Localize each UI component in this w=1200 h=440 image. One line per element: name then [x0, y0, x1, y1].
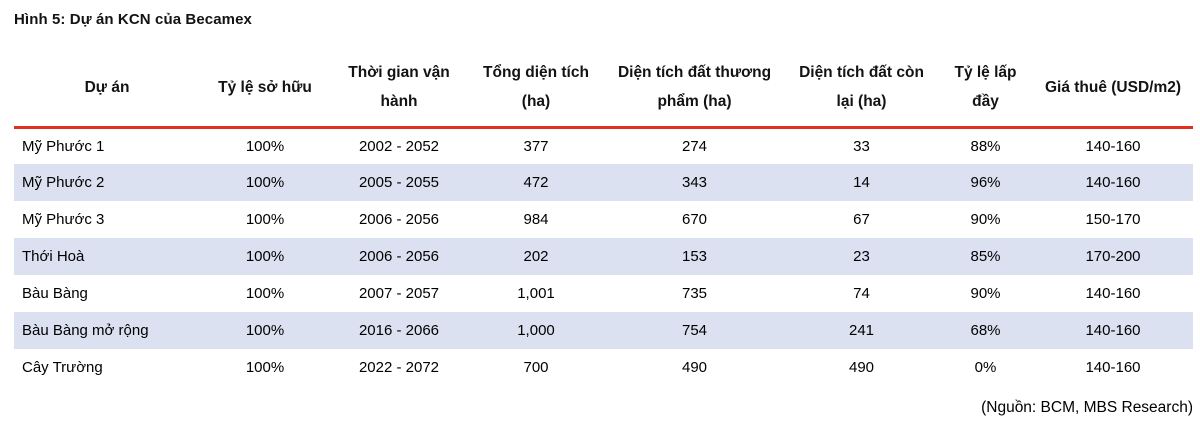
column-header-ownership: Tỷ lệ sở hữu [218, 78, 312, 96]
cell-total-area: 1,001 [517, 285, 555, 302]
cell-total-area: 472 [523, 174, 549, 191]
cell-occupancy-rate: 90% [970, 285, 1001, 302]
cell-rental-price: 170-200 [1085, 248, 1141, 265]
cell-total-area: 202 [523, 248, 549, 265]
cell-commercial-area: 670 [681, 211, 708, 228]
cell-operation-period: 2007 - 2057 [358, 285, 440, 302]
cell-project-name: Bàu Bàng [22, 285, 88, 302]
column-header-project: Dự án [84, 78, 130, 96]
cell-ownership: 100% [245, 285, 285, 302]
cell-commercial-area: 274 [681, 137, 708, 155]
cell-commercial-area: 153 [681, 248, 708, 265]
source-note: (Nguồn: BCM, MBS Research) [981, 399, 1193, 416]
cell-rental-price: 140-160 [1085, 174, 1141, 191]
cell-project-name: Cây Trường [22, 359, 103, 376]
cell-occupancy-rate: 0% [974, 359, 997, 376]
cell-rental-price: 150-170 [1085, 211, 1141, 228]
cell-occupancy-rate: 96% [970, 174, 1001, 191]
table-header: Dự án Tỷ lệ sở hữu Thời gian vận hành Tổ… [14, 55, 1193, 127]
cell-operation-period: 2016 - 2066 [358, 322, 440, 339]
header-row: Dự án Tỷ lệ sở hữu Thời gian vận hành Tổ… [14, 55, 1193, 127]
cell-remaining-area: 33 [853, 137, 870, 155]
table-row: Mỹ Phước 1 100% 2002 - 2052 377 274 33 8… [14, 127, 1193, 164]
cell-total-area: 700 [523, 359, 549, 376]
cell-ownership: 100% [245, 322, 285, 339]
cell-total-area: 984 [523, 211, 549, 228]
table-row: Bàu Bàng mở rộng 100% 2016 - 2066 1,000 … [14, 312, 1193, 349]
cell-remaining-area: 23 [853, 248, 870, 265]
cell-commercial-area: 343 [681, 174, 708, 191]
cell-operation-period: 2006 - 2056 [358, 211, 440, 228]
figure-title: Hình 5: Dự án KCN của Becamex [14, 11, 252, 28]
cell-rental-price: 140-160 [1085, 137, 1141, 155]
table-row: Bàu Bàng 100% 2007 - 2057 1,001 735 74 9… [14, 275, 1193, 312]
cell-remaining-area: 14 [853, 174, 870, 191]
cell-rental-price: 140-160 [1085, 322, 1141, 339]
cell-project-name: Mỹ Phước 3 [22, 211, 105, 228]
cell-commercial-area: 735 [681, 285, 708, 302]
cell-operation-period: 2002 - 2052 [358, 137, 440, 155]
column-header-occupancy-rate: Tỷ lệ lấp đầy [954, 64, 1017, 111]
cell-remaining-area: 490 [848, 359, 875, 376]
cell-total-area: 377 [523, 137, 549, 155]
cell-operation-period: 2005 - 2055 [358, 174, 440, 191]
column-header-remaining-area: Diện tích đất còn lại (ha) [799, 64, 924, 111]
cell-project-name: Mỹ Phước 2 [22, 174, 105, 191]
column-header-rental-price: Giá thuê (USD/m2) [1044, 78, 1182, 96]
cell-occupancy-rate: 88% [970, 137, 1001, 155]
cell-project-name: Mỹ Phước 1 [22, 137, 105, 155]
cell-remaining-area: 74 [853, 285, 870, 302]
table-row: Mỹ Phước 2 100% 2005 - 2055 472 343 14 9… [14, 164, 1193, 201]
cell-project-name: Thới Hoà [22, 248, 85, 265]
cell-ownership: 100% [245, 359, 285, 376]
cell-occupancy-rate: 68% [970, 322, 1001, 339]
cell-remaining-area: 67 [853, 211, 870, 228]
cell-operation-period: 2022 - 2072 [358, 359, 440, 376]
cell-ownership: 100% [245, 248, 285, 265]
cell-ownership: 100% [245, 174, 285, 191]
column-header-operation-period: Thời gian vận hành [348, 64, 450, 111]
table-row: Cây Trường 100% 2022 - 2072 700 490 490 … [14, 349, 1193, 386]
column-header-commercial-area: Diện tích đất thương phẩm (ha) [617, 64, 772, 111]
cell-operation-period: 2006 - 2056 [358, 248, 440, 265]
cell-total-area: 1,000 [517, 322, 555, 339]
cell-commercial-area: 490 [681, 359, 708, 376]
projects-table: Dự án Tỷ lệ sở hữu Thời gian vận hành Tổ… [14, 55, 1193, 386]
table-row: Mỹ Phước 3 100% 2006 - 2056 984 670 67 9… [14, 201, 1193, 238]
table-body: Mỹ Phước 1 100% 2002 - 2052 377 274 33 8… [14, 127, 1193, 386]
table-row: Thới Hoà 100% 2006 - 2056 202 153 23 85%… [14, 238, 1193, 275]
cell-ownership: 100% [245, 137, 285, 155]
cell-remaining-area: 241 [848, 322, 875, 339]
column-header-total-area: Tổng diện tích (ha) [483, 64, 589, 111]
cell-project-name: Bàu Bàng mở rộng [22, 322, 149, 339]
cell-commercial-area: 754 [681, 322, 708, 339]
cell-rental-price: 140-160 [1085, 359, 1141, 376]
cell-occupancy-rate: 85% [970, 248, 1001, 265]
cell-rental-price: 140-160 [1085, 285, 1141, 302]
cell-occupancy-rate: 90% [970, 211, 1001, 228]
cell-ownership: 100% [245, 211, 285, 228]
